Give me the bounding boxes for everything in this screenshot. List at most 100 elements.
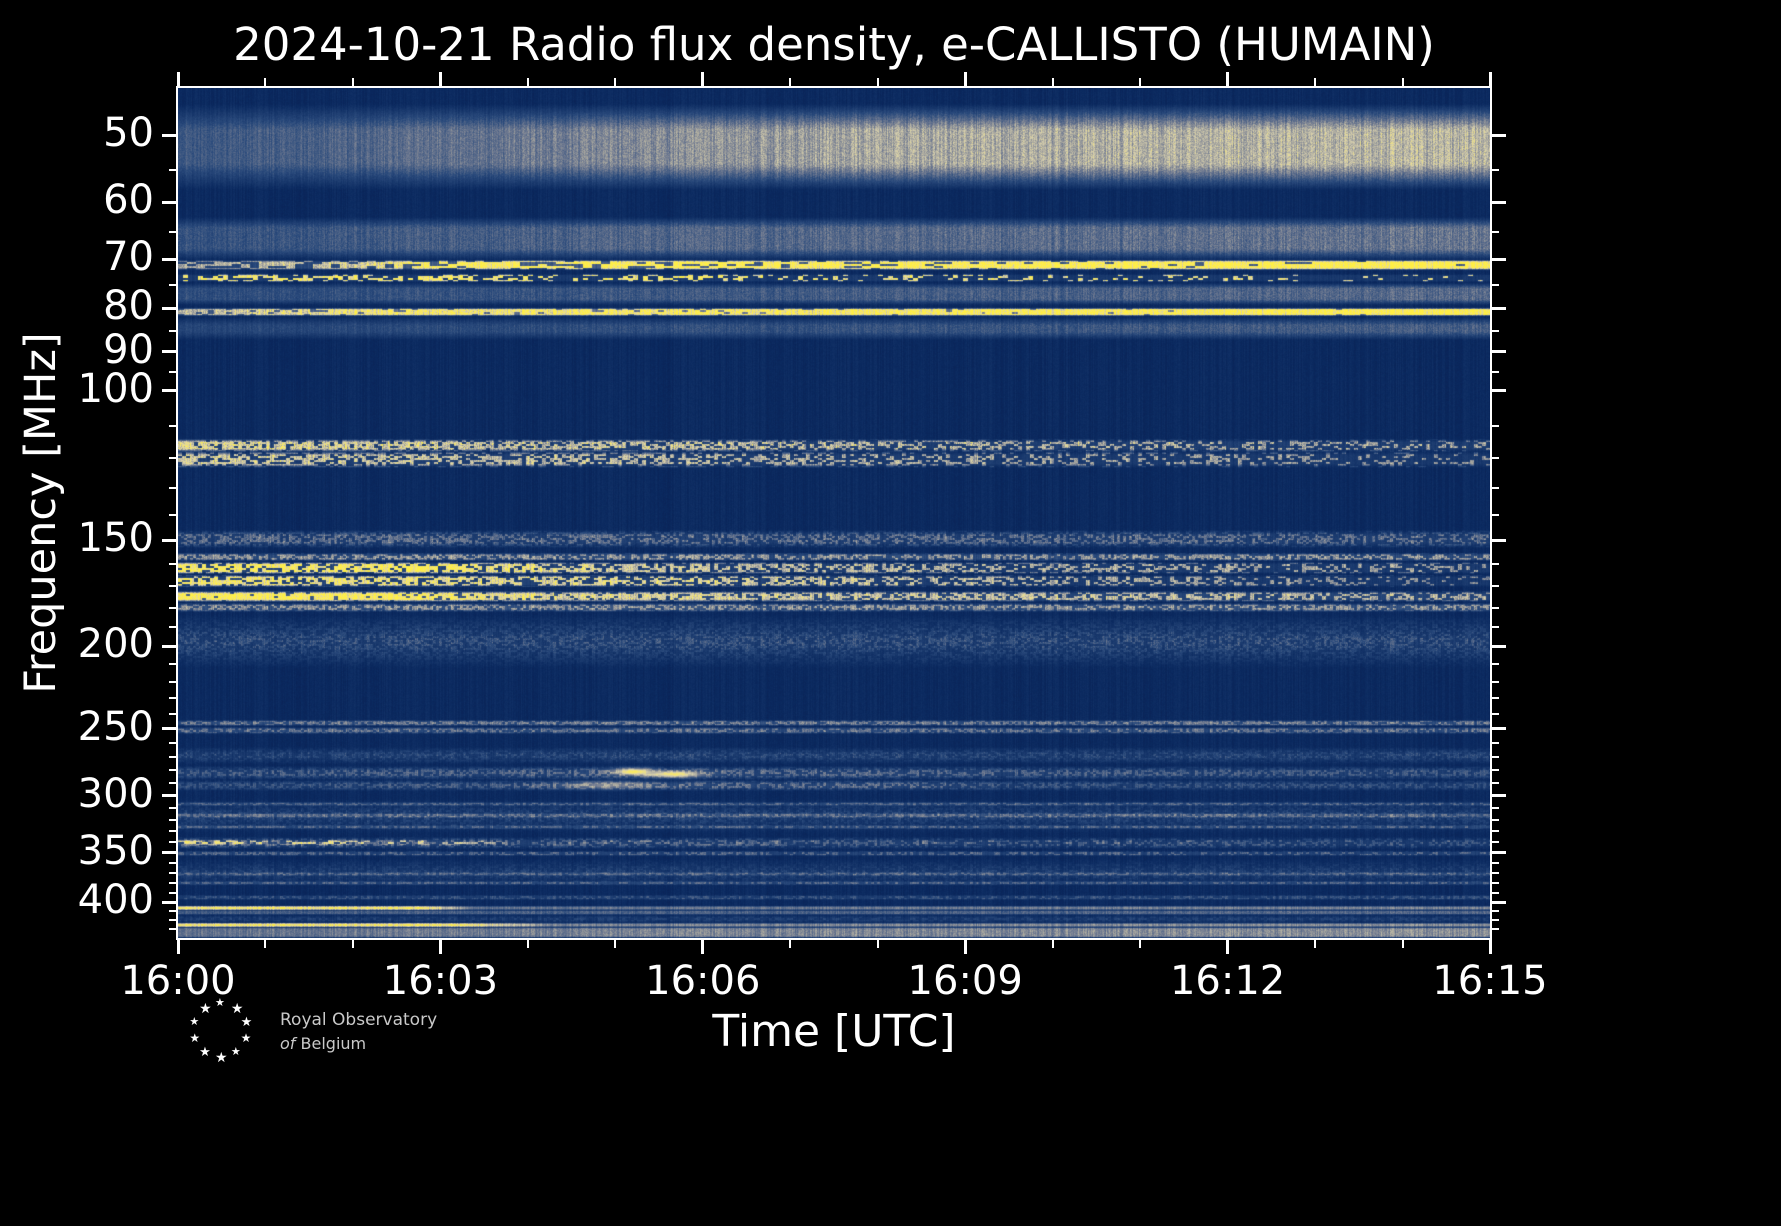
x-tick-major-top	[701, 72, 705, 86]
x-tick-minor	[876, 940, 879, 948]
y-tick-major	[162, 851, 176, 855]
x-tick-minor-top	[614, 78, 617, 86]
y-tick-label: 250	[77, 703, 154, 750]
y-tick-minor	[169, 927, 176, 930]
rob-logo-star-icon: ★	[199, 1044, 211, 1060]
x-tick-minor	[526, 940, 529, 948]
y-tick-major-right	[1492, 900, 1506, 904]
y-tick-minor-right	[1492, 486, 1499, 489]
y-tick-minor	[169, 696, 176, 699]
y-tick-minor-right	[1492, 424, 1499, 427]
rob-logo-star-icon: ★	[215, 996, 225, 1009]
y-tick-minor-right	[1492, 606, 1499, 609]
y-tick-minor-right	[1492, 169, 1499, 172]
rob-logo-star-icon: ★	[199, 1001, 212, 1018]
y-tick-minor-right	[1492, 663, 1499, 666]
x-tick-major-top	[176, 72, 180, 86]
x-tick-minor	[264, 940, 267, 948]
y-tick-minor	[169, 424, 176, 427]
y-tick-major-right	[1492, 794, 1506, 798]
y-tick-minor	[169, 680, 176, 683]
y-tick-minor-right	[1492, 680, 1499, 683]
x-tick-minor	[614, 940, 617, 948]
y-tick-major-right	[1492, 389, 1506, 393]
y-tick-major-right	[1492, 350, 1506, 354]
y-tick-minor	[169, 626, 176, 629]
y-tick-major	[162, 306, 176, 310]
rob-logo-star-icon: ★	[230, 1001, 244, 1018]
y-tick-label: 60	[103, 177, 154, 224]
x-tick-major	[1226, 940, 1230, 954]
y-tick-label: 200	[77, 621, 154, 668]
x-tick-minor-top	[351, 78, 354, 86]
y-tick-label: 50	[103, 110, 154, 157]
y-tick-minor	[169, 891, 176, 894]
y-tick-minor-right	[1492, 370, 1499, 373]
rob-logo-star-icon: ★	[215, 1050, 228, 1066]
y-tick-major	[162, 900, 176, 904]
x-tick-minor	[1401, 940, 1404, 948]
y-tick-minor-right	[1492, 626, 1499, 629]
y-tick-minor-right	[1492, 756, 1499, 759]
y-tick-minor-right	[1492, 585, 1499, 588]
rob-logo-text-line1: Royal Observatory	[280, 1010, 438, 1030]
y-tick-minor	[169, 370, 176, 373]
y-tick-minor	[169, 169, 176, 172]
y-tick-minor-right	[1492, 872, 1499, 875]
y-tick-minor-right	[1492, 513, 1499, 516]
x-tick-minor-top	[876, 78, 879, 86]
y-tick-minor-right	[1492, 329, 1499, 332]
y-tick-minor-right	[1492, 782, 1499, 785]
y-tick-minor-right	[1492, 882, 1499, 885]
y-axis-label: Frequency [MHz]	[16, 332, 66, 694]
y-tick-minor-right	[1492, 807, 1499, 809]
y-tick-minor	[169, 712, 176, 715]
x-axis-label: Time [UTC]	[712, 1006, 956, 1057]
y-tick-minor	[169, 818, 176, 821]
rob-logo-star-icon: ★	[240, 1014, 253, 1030]
y-tick-minor	[169, 457, 176, 459]
y-tick-minor	[169, 486, 176, 489]
x-tick-minor-top	[1051, 78, 1054, 86]
y-tick-minor-right	[1492, 830, 1499, 833]
y-tick-label: 70	[103, 234, 154, 281]
x-tick-minor	[789, 940, 792, 948]
chart-title: 2024-10-21 Radio flux density, e-CALLIST…	[233, 18, 1435, 71]
x-tick-label: 16:09	[907, 958, 1023, 1004]
x-tick-major	[438, 940, 442, 954]
y-tick-minor-right	[1492, 891, 1499, 894]
y-tick-label: 150	[77, 515, 154, 562]
y-tick-minor	[169, 872, 176, 875]
x-tick-minor-top	[789, 78, 792, 86]
x-tick-major-top	[1226, 72, 1230, 86]
y-tick-major-right	[1492, 257, 1506, 261]
spectrogram-canvas	[178, 88, 1490, 938]
x-tick-minor-top	[526, 78, 529, 86]
y-tick-minor-right	[1492, 563, 1499, 566]
x-tick-label: 16:12	[1169, 958, 1286, 1004]
y-tick-label: 300	[77, 770, 154, 817]
y-tick-minor-right	[1492, 712, 1499, 715]
x-tick-minor	[1139, 940, 1142, 948]
y-tick-minor	[169, 283, 176, 286]
y-tick-minor-right	[1492, 283, 1499, 286]
x-tick-major-top	[1488, 72, 1492, 86]
y-tick-label: 100	[77, 365, 154, 412]
y-tick-major	[162, 133, 176, 137]
x-tick-major	[701, 940, 705, 954]
x-tick-label: 16:06	[645, 958, 761, 1004]
y-tick-minor	[169, 782, 176, 785]
y-tick-major	[162, 727, 176, 731]
y-tick-major-right	[1492, 644, 1506, 648]
rob-logo-star-icon: ★	[189, 1014, 200, 1028]
x-tick-minor-top	[1139, 78, 1142, 86]
y-tick-major	[162, 644, 176, 648]
y-tick-minor	[169, 756, 176, 759]
y-tick-minor	[169, 882, 176, 885]
y-tick-minor	[169, 830, 176, 833]
y-tick-minor	[169, 513, 176, 516]
y-tick-major-right	[1492, 851, 1506, 855]
y-tick-major-right	[1492, 133, 1506, 137]
y-tick-minor	[169, 563, 176, 566]
